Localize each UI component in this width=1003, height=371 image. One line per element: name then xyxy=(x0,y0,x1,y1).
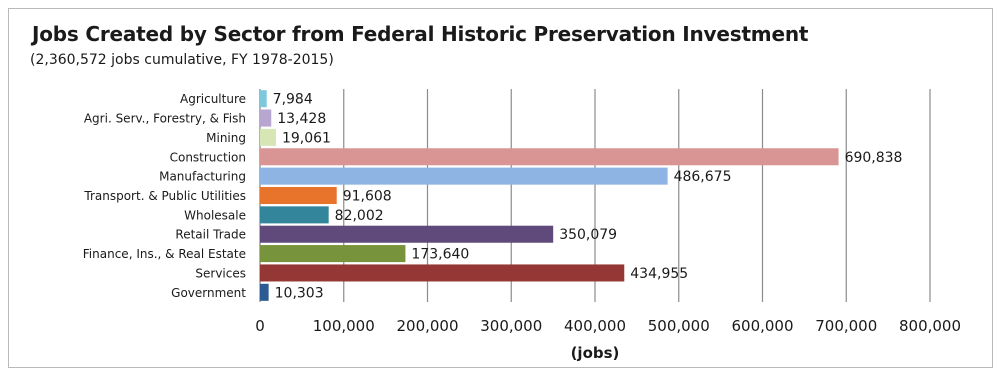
category-label: Manufacturing xyxy=(159,170,246,184)
bar xyxy=(260,167,668,185)
category-label: Agriculture xyxy=(180,92,246,106)
x-tick-label: 300,000 xyxy=(480,317,542,335)
x-tick-label: 800,000 xyxy=(899,317,961,335)
data-label: 91,608 xyxy=(343,189,392,205)
x-tick-label: 200,000 xyxy=(396,317,458,335)
category-label: Retail Trade xyxy=(175,228,246,242)
data-label: 486,675 xyxy=(674,169,732,185)
x-tick-label: 700,000 xyxy=(815,317,877,335)
data-label: 690,838 xyxy=(845,150,903,166)
x-axis-label: (jobs) xyxy=(570,344,620,362)
bar xyxy=(260,128,276,146)
category-label: Wholesale xyxy=(184,208,246,222)
bar xyxy=(260,264,625,282)
x-tick-label: 600,000 xyxy=(731,317,793,335)
category-label: Government xyxy=(171,286,246,300)
bar xyxy=(260,283,269,301)
bar xyxy=(260,109,272,127)
data-label: 82,002 xyxy=(335,208,384,224)
data-label: 10,303 xyxy=(275,285,324,301)
category-label: Transport. & Public Utilities xyxy=(83,189,246,203)
data-label: 173,640 xyxy=(411,247,469,263)
data-label: 7,984 xyxy=(273,92,313,108)
bar xyxy=(260,245,406,263)
x-tick-label: 400,000 xyxy=(564,317,626,335)
category-label: Finance, Ins., & Real Estate xyxy=(83,247,246,261)
x-tick-label: 500,000 xyxy=(648,317,710,335)
data-label: 350,079 xyxy=(559,227,617,243)
category-label: Construction xyxy=(170,150,246,164)
chart-title: Jobs Created by Sector from Federal Hist… xyxy=(32,22,809,46)
data-label: 13,428 xyxy=(277,111,326,127)
x-tick-label: 100,000 xyxy=(313,317,375,335)
bar xyxy=(260,90,267,108)
category-label: Mining xyxy=(206,131,246,145)
category-label: Services xyxy=(195,266,246,280)
bar xyxy=(260,206,329,224)
category-label: Agri. Serv., Forestry, & Fish xyxy=(84,112,246,126)
data-label: 434,955 xyxy=(630,266,688,282)
x-tick-label: 0 xyxy=(255,317,265,335)
chart-frame xyxy=(8,8,993,368)
bar xyxy=(260,148,839,166)
chart-subtitle: (2,360,572 jobs cumulative, FY 1978-2015… xyxy=(30,52,334,68)
bar xyxy=(260,225,554,243)
data-label: 19,061 xyxy=(282,130,331,146)
bar xyxy=(260,186,337,205)
